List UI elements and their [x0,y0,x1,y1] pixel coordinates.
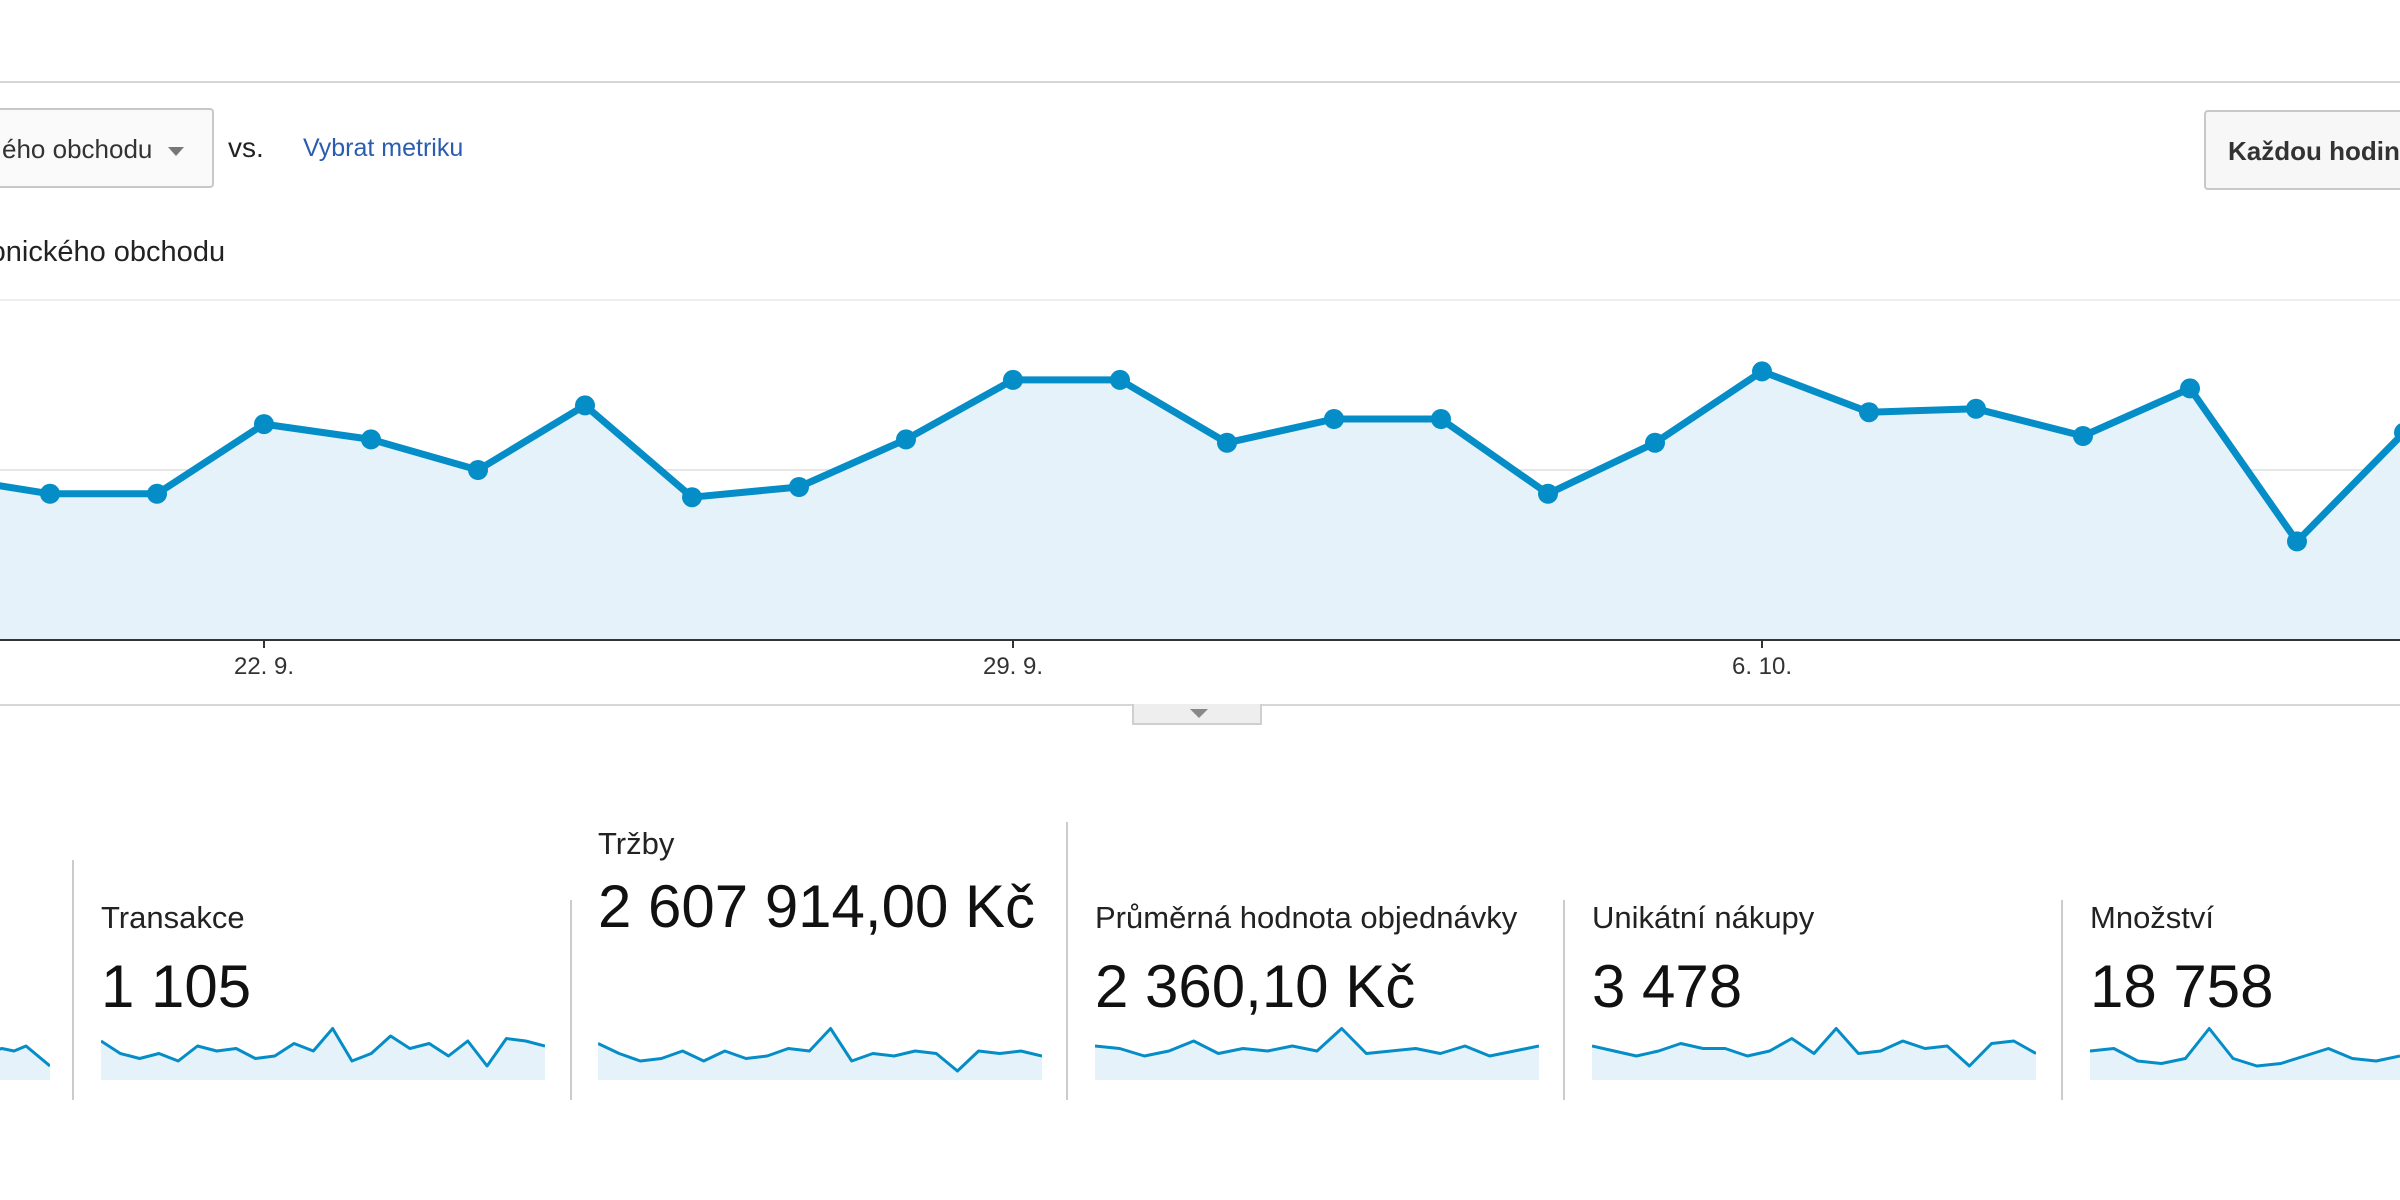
data-point-20[interactable] [2073,426,2093,446]
data-point-1[interactable] [40,483,60,504]
metric-value: 18 758 [2090,953,2274,1020]
chevron-down-icon [168,147,184,156]
metric-divider [1066,822,1068,1100]
data-point-4[interactable] [361,429,381,450]
sparkline-fill [101,1028,545,1080]
metric-name: Unikátní nákupy [1592,900,1815,935]
data-point-6[interactable] [575,395,595,416]
sparkline-line [0,1044,50,1068]
line-chart: 22. 9. 29. 9. 6. 10. [0,299,2400,680]
metric-sparkline [101,1027,545,1080]
data-point-12[interactable] [1217,432,1237,453]
top-border [0,81,2400,83]
metric-sparkline [598,1027,1042,1080]
data-point-15[interactable] [1538,483,1558,504]
metric-tile-unikatni-nakupy[interactable]: Unikátní nákupy 3 478 [1592,900,2036,1080]
hourly-interval-button[interactable]: Každou hodin [2204,110,2400,190]
sparkline-fill [598,1028,1042,1080]
data-point-2[interactable] [147,483,167,504]
sparkline-line [2090,1027,2400,1068]
area-fill [0,371,2400,640]
data-point-5[interactable] [468,460,488,480]
metric-tile-prumerna-hodnota[interactable]: Průměrná hodnota objednávky 2 360,10 Kč [1095,900,1539,1080]
data-point-23[interactable] [2394,423,2400,443]
metric-value: 1 105 [101,953,252,1020]
metric-dropdown-label: ého obchodu [2,134,153,164]
metric-tile-mnozstvi[interactable]: Množství 18 758 [2090,900,2400,1080]
data-point-10[interactable] [1003,369,1023,390]
sparkline-fill [2090,1028,2400,1080]
metric-value: 2 360,10 Kč [1095,953,1416,1020]
metric-value: 3 478 [1592,953,1743,1020]
metric-divider [1563,900,1565,1100]
data-point-18[interactable] [1859,402,1879,423]
x-tick-label: 29. 9. [983,653,1043,680]
data-point-11[interactable] [1110,369,1130,390]
sparkline-line [1095,1027,1539,1058]
metric-tile-trzby[interactable]: Tržby 2 607 914,00 Kč [598,822,1042,1080]
data-point-8[interactable] [789,477,809,497]
sparkline-line [101,1027,545,1068]
metric-sparkline [1095,1027,1539,1080]
sparkline-fill [1095,1028,1539,1080]
data-point-19[interactable] [1966,398,1986,419]
data-point-17[interactable] [1752,361,1772,382]
hourly-interval-label: Každou hodin [2228,136,2400,166]
metric-tile-transakce[interactable]: Transakce 1 105 [101,900,545,1080]
metric-tile-partial[interactable] [0,900,50,1080]
sparkline-fill [0,1046,50,1080]
metric-sparkline [1592,1027,2036,1080]
sparkline-line [1592,1027,2036,1068]
data-point-22[interactable] [2287,531,2307,552]
chevron-down-icon [1190,709,1208,718]
data-point-9[interactable] [896,429,916,450]
metric-dropdown[interactable]: ého obchodu [0,108,214,188]
chart-collapse-handle[interactable] [1132,704,1262,725]
metric-sparkline [2090,1027,2400,1080]
chart-series-label: ronického obchodu [0,236,226,268]
data-point-21[interactable] [2180,378,2200,399]
metric-divider [72,860,74,1100]
metric-name: Množství [2090,900,2215,935]
vs-label: vs. [228,132,264,163]
data-point-3[interactable] [254,414,274,435]
data-point-16[interactable] [1645,432,1665,453]
metric-sparkline [0,1044,50,1080]
metric-name: Tržby [598,826,675,861]
x-tick-label: 6. 10. [1732,653,1792,680]
x-tick-label: 22. 9. [234,653,294,680]
data-point-7[interactable] [682,487,702,508]
select-metric-link[interactable]: Vybrat metriku [303,134,464,162]
metric-name: Transakce [101,900,245,935]
metric-divider [2061,900,2063,1100]
series-line [0,367,2400,545]
metric-name: Průměrná hodnota objednávky [1095,900,1518,935]
data-point-13[interactable] [1324,409,1344,429]
metric-value: 2 607 914,00 Kč [598,873,1036,940]
sparkline-line [598,1027,1042,1073]
metric-divider [570,900,572,1100]
data-point-14[interactable] [1431,409,1451,429]
